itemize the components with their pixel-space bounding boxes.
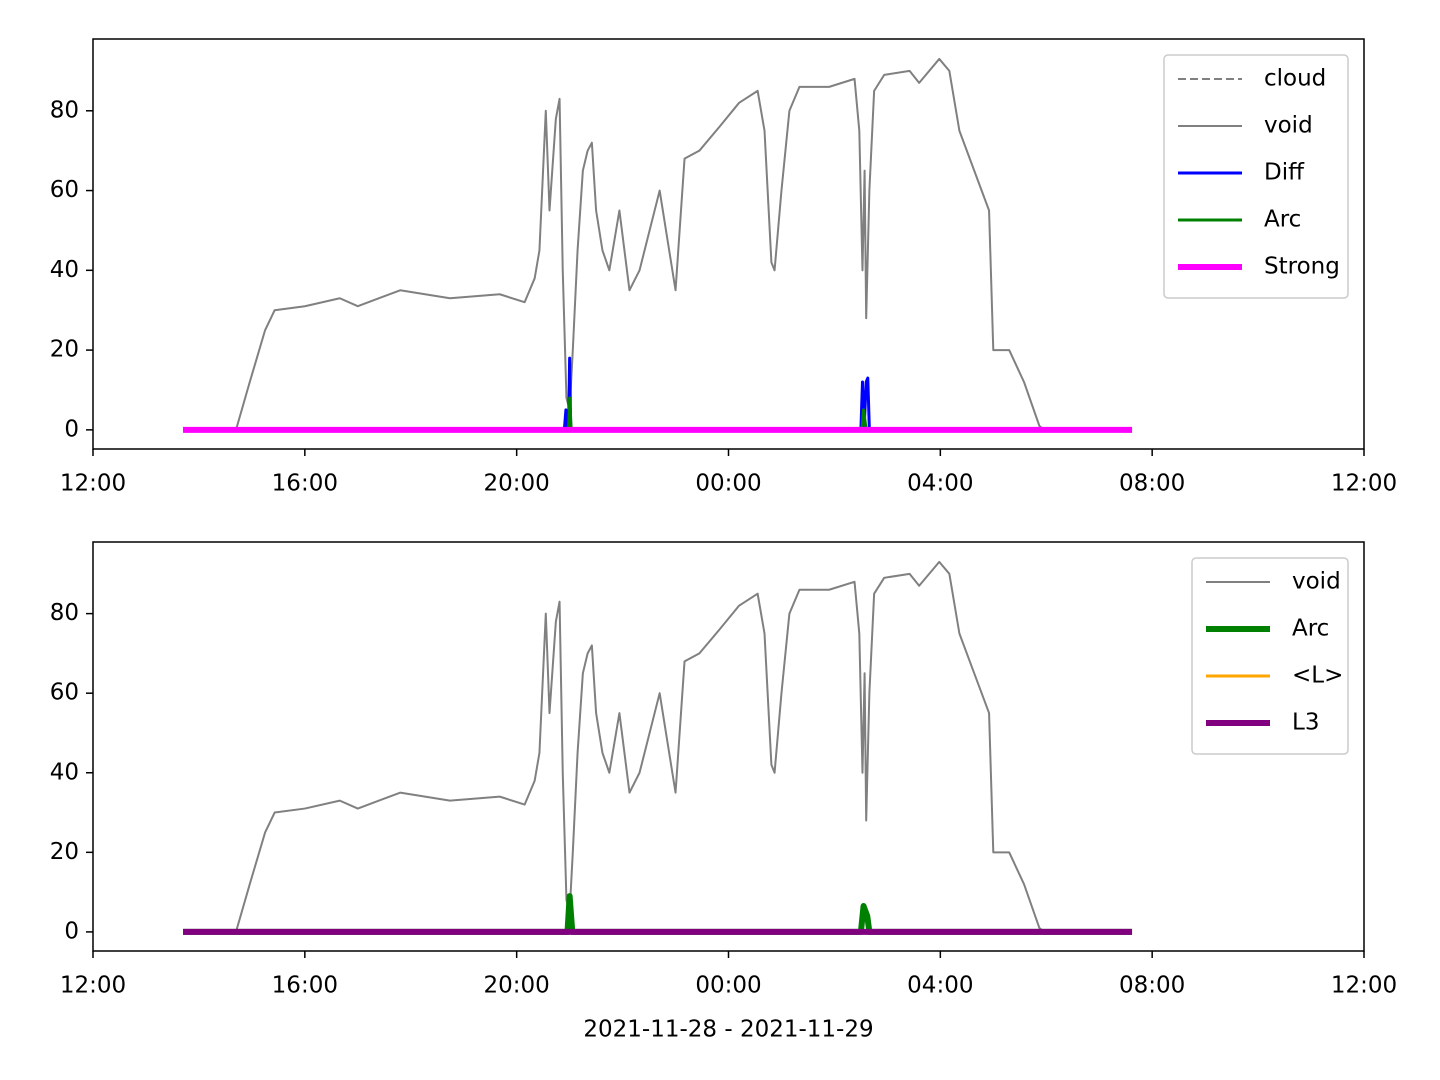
y-tick-label: 80 <box>50 97 79 123</box>
legend-box <box>1163 54 1349 299</box>
y-tick-label: 40 <box>50 257 79 283</box>
x-tick-label: 12:00 <box>1331 973 1397 999</box>
y-tick-label: 60 <box>50 177 79 203</box>
plot-frame <box>92 38 1365 450</box>
x-tick-label: 20:00 <box>484 471 550 497</box>
legend-label: L3 <box>1292 710 1319 736</box>
y-tick-label: 0 <box>64 918 79 944</box>
legend-label: Strong <box>1264 254 1340 280</box>
x-tick-label: 04:00 <box>907 471 973 497</box>
x-tick-label: 04:00 <box>907 973 973 999</box>
x-tick-label: 00:00 <box>695 471 761 497</box>
x-tick-label: 12:00 <box>60 973 126 999</box>
y-tick-label: 20 <box>50 839 79 865</box>
legend-label: Diff <box>1264 160 1305 186</box>
plot-frame <box>92 541 1365 952</box>
x-tick-label: 00:00 <box>695 973 761 999</box>
series-line <box>183 356 1133 432</box>
y-tick-label: 0 <box>64 416 79 442</box>
x-tick-label: 08:00 <box>1119 471 1185 497</box>
y-tick-label: 60 <box>50 680 79 706</box>
x-tick-label: 12:00 <box>60 471 126 497</box>
legend-label: void <box>1292 569 1341 595</box>
x-tick-label: 16:00 <box>272 973 338 999</box>
legend-label: cloud <box>1264 66 1326 92</box>
series-line <box>183 396 1133 432</box>
x-tick-label: 08:00 <box>1119 973 1185 999</box>
x-tick-label: 12:00 <box>1331 471 1397 497</box>
y-tick-label: 80 <box>50 600 79 626</box>
legend-label: Arc <box>1264 207 1301 233</box>
series-line <box>235 57 1133 431</box>
legend-label: <L> <box>1292 663 1343 689</box>
series-line <box>183 893 1133 935</box>
x-axis-label: 2021-11-28 - 2021-11-29 <box>583 1017 873 1043</box>
x-tick-label: 16:00 <box>272 471 338 497</box>
legend-label: void <box>1264 113 1313 139</box>
y-tick-label: 40 <box>50 759 79 785</box>
y-tick-label: 20 <box>50 337 79 363</box>
x-tick-label: 20:00 <box>484 973 550 999</box>
legend-box <box>1191 557 1349 755</box>
series-line <box>235 560 1133 933</box>
legend-label: Arc <box>1292 616 1329 642</box>
